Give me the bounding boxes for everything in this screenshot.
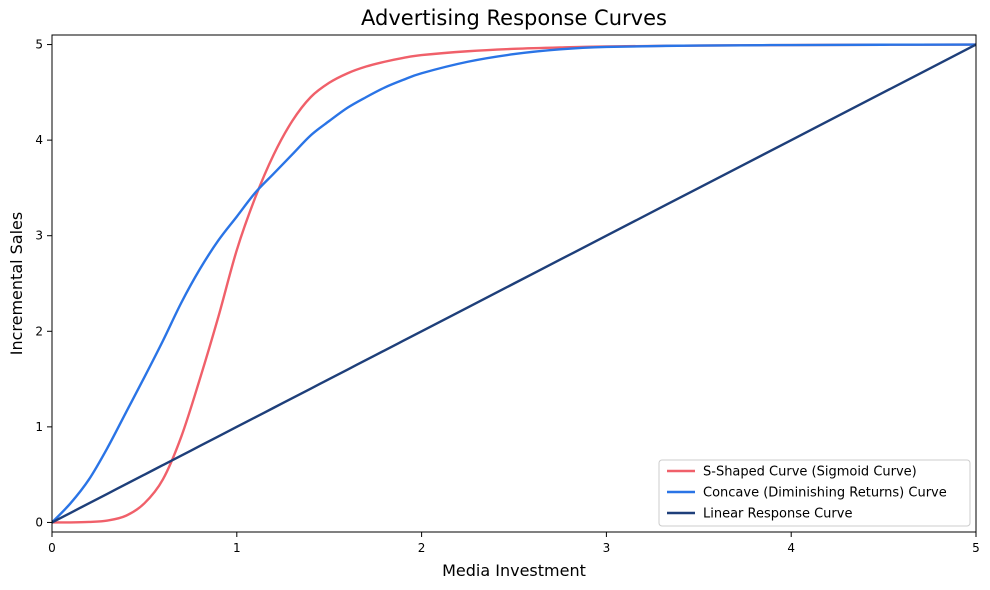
y-tick-label: 5 [35,38,43,52]
y-axis-title: Incremental Sales [7,212,26,356]
x-tick-label: 1 [233,541,241,555]
x-tick-label: 4 [787,541,795,555]
legend-label: S-Shaped Curve (Sigmoid Curve) [703,465,917,480]
x-tick-label: 3 [603,541,611,555]
legend-label: Linear Response Curve [703,507,852,522]
y-tick-label: 3 [35,229,43,243]
legend-box [658,459,971,527]
chart-title: Advertising Response Curves [361,6,667,30]
x-tick-label: 0 [48,541,56,555]
y-tick-label: 2 [35,324,43,338]
x-tick-label: 2 [418,541,426,555]
x-tick-label: 5 [972,541,980,555]
y-tick-label: 1 [35,420,43,434]
x-axis: 0 1 2 3 4 5 [48,532,980,555]
x-axis-title: Media Investment [442,561,586,580]
y-axis: 0 1 2 3 4 5 [35,38,52,529]
series-line-3 [52,43,976,524]
legend: S-Shaped Curve (Sigmoid Curve) Concave (D… [658,459,971,527]
y-tick-label: 0 [35,515,43,529]
y-tick-label: 4 [35,133,43,147]
series-layer [52,43,976,524]
series-line-2 [52,43,976,524]
plot-frame [51,34,977,533]
legend-label: Concave (Diminishing Returns) Curve [703,486,947,501]
